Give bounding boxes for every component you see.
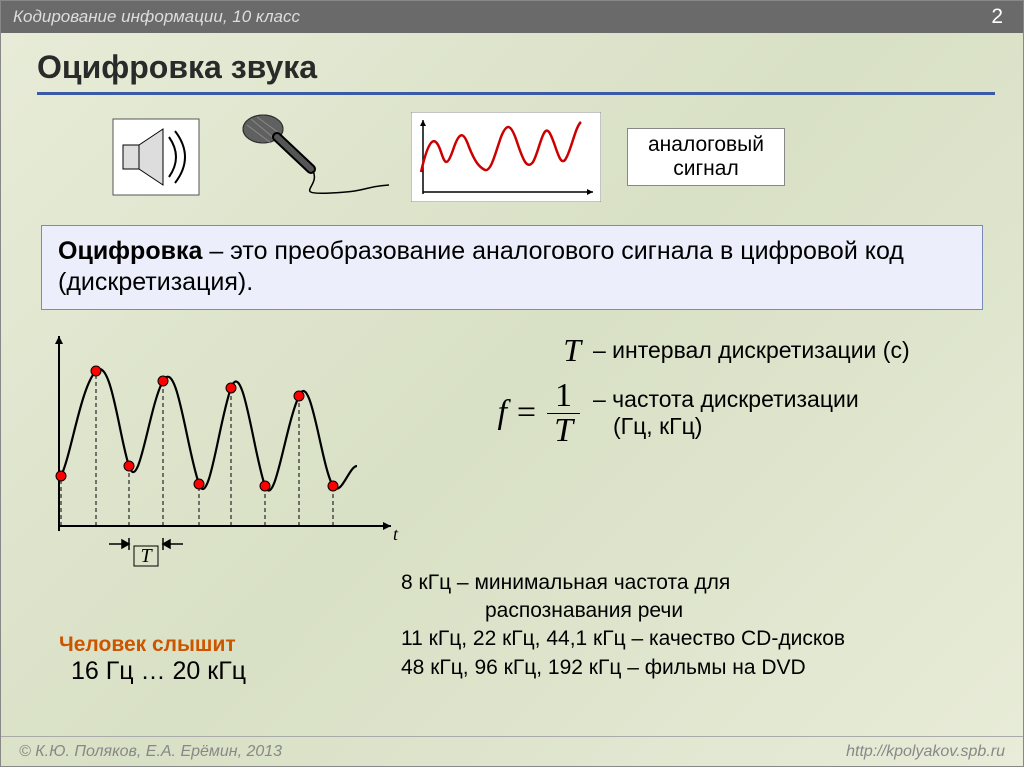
- definition-term: Оцифровка: [58, 237, 202, 265]
- formula-f: f = 1 T – частота дискретизации (Гц, кГц…: [431, 379, 993, 448]
- sampled-chart-wrap: t T: [41, 326, 411, 581]
- f-text: – частота дискретизации (Гц, кГц): [593, 386, 859, 440]
- page-number: 2: [991, 5, 1003, 29]
- frac-num: 1: [547, 379, 580, 414]
- sampled-signal-chart: t T: [41, 326, 411, 576]
- freq-dvd: 48 кГц, 96 кГц, 192 кГц – фильмы на DVD: [401, 654, 1023, 682]
- freq-8b: распознавания речи: [401, 597, 1023, 625]
- footer-right: http://kpolyakov.spb.ru: [846, 743, 1005, 761]
- f-text-l1: – частота дискретизации: [593, 386, 859, 413]
- fraction: 1 T: [546, 379, 581, 448]
- header-subject: Кодирование информации, 10 класс: [13, 7, 300, 27]
- analog-signal-label: аналоговый сигнал: [627, 128, 785, 186]
- illustration-row: аналоговый сигнал: [1, 95, 1023, 215]
- speaker-icon: [111, 117, 201, 197]
- t-axis-label: t: [393, 524, 399, 544]
- footer-left: © К.Ю. Поляков, Е.А. Ерёмин, 2013: [19, 743, 282, 761]
- human-hearing-label: Человек слышит: [59, 633, 246, 657]
- microphone-icon: [221, 107, 391, 207]
- mid-section: t T T – интервал дискретизации (с) f =: [1, 326, 1023, 581]
- footer: © К.Ю. Поляков, Е.А. Ерёмин, 2013 http:/…: [1, 736, 1023, 766]
- definition-box: Оцифровка – это преобразование аналогово…: [41, 225, 983, 310]
- t-interval-label: T: [140, 545, 153, 567]
- page-title: Оцифровка звука: [1, 33, 1023, 92]
- analog-signal-chart: [411, 112, 601, 202]
- header-bar: Кодирование информации, 10 класс 2: [1, 1, 1023, 33]
- frac-den: T: [546, 414, 581, 448]
- human-hearing-range: 16 Гц … 20 кГц: [59, 657, 246, 686]
- analog-label-l2: сигнал: [648, 157, 764, 181]
- formulas: T – интервал дискретизации (с) f = 1 T –…: [431, 326, 993, 581]
- analog-label-l1: аналоговый: [648, 133, 764, 157]
- human-hearing: Человек слышит 16 Гц … 20 кГц: [59, 633, 246, 686]
- T-symbol: T: [431, 332, 581, 369]
- freq-cd: 11 кГц, 22 кГц, 44,1 кГц – качество CD-д…: [401, 625, 1023, 653]
- formula-T: T – интервал дискретизации (с): [431, 332, 993, 369]
- T-text: – интервал дискретизации (с): [593, 337, 910, 364]
- eq-sign: =: [517, 396, 536, 430]
- f-symbol: f: [497, 396, 506, 430]
- f-text-l2: (Гц, кГц): [593, 413, 859, 440]
